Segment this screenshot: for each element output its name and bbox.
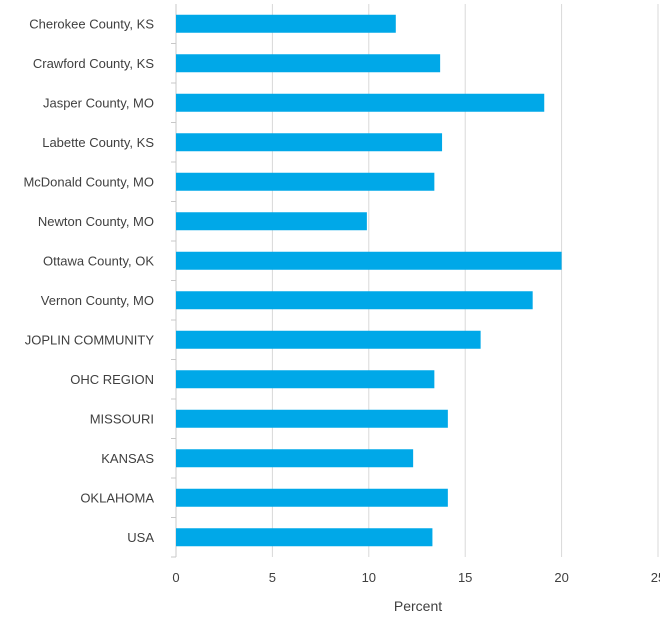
bar-10: [176, 409, 448, 428]
category-label: OKLAHOMA: [80, 490, 154, 505]
bar-9: [176, 370, 435, 389]
category-label: Cherokee County, KS: [29, 16, 154, 31]
x-tick-label-5: 5: [269, 570, 276, 585]
bar-12: [176, 488, 448, 507]
category-label: Vernon County, MO: [41, 293, 154, 308]
x-axis-title: Percent: [394, 598, 442, 614]
bar-2: [176, 93, 545, 112]
category-label: OHC REGION: [70, 372, 154, 387]
category-label: KANSAS: [101, 451, 154, 466]
category-label: Labette County, KS: [42, 135, 154, 150]
category-label: MISSOURI: [90, 411, 154, 426]
category-label: Jasper County, MO: [43, 95, 154, 110]
x-tick-label-25: 25: [651, 570, 660, 585]
bar-3: [176, 133, 443, 152]
x-tick-labels: 0 5 10 15 20 25: [172, 570, 660, 585]
category-label: USA: [127, 530, 154, 545]
bar-4: [176, 172, 435, 191]
bar-13: [176, 528, 433, 547]
bar-8: [176, 330, 481, 349]
category-label: Ottawa County, OK: [43, 253, 154, 268]
bar-7: [176, 291, 533, 310]
x-tick-label-10: 10: [362, 570, 376, 585]
bar-0: [176, 14, 396, 33]
bar-6: [176, 251, 562, 270]
x-tick-label-0: 0: [172, 570, 179, 585]
bar-11: [176, 449, 414, 468]
bar-1: [176, 54, 441, 73]
bars: [176, 14, 562, 547]
x-tick-label-20: 20: [554, 570, 568, 585]
axes: [171, 4, 177, 558]
category-labels: Cherokee County, KS Crawford County, KS Ja…: [23, 16, 154, 545]
category-label: JOPLIN COMMUNITY: [25, 332, 155, 347]
category-label: Newton County, MO: [38, 214, 154, 229]
x-tick-label-15: 15: [458, 570, 472, 585]
gridlines: [271, 4, 659, 557]
category-label: Crawford County, KS: [33, 56, 154, 71]
category-label: McDonald County, MO: [23, 174, 154, 189]
bar-5: [176, 212, 367, 231]
